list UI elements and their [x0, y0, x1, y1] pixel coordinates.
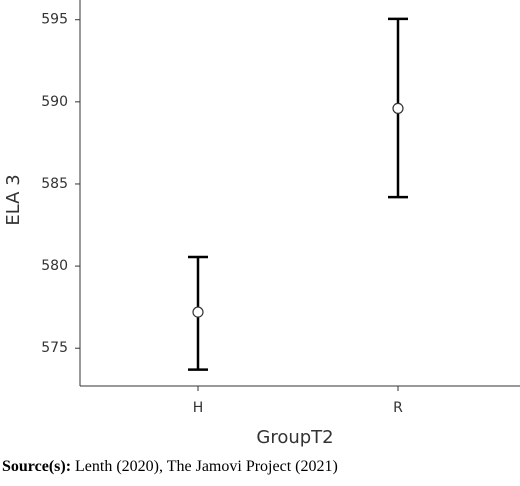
chart: GroupT2 ELA 3 575 580 585 590 595 H R — [3, 0, 520, 448]
x-tick-label: R — [393, 400, 403, 416]
point — [392, 102, 404, 115]
y-axis-title: ELA 3 — [3, 174, 24, 225]
caption-text: Lenth (2020), The Jamovi Project (2021) — [75, 458, 338, 475]
caption: Source(s): Lenth (2020), The Jamovi Proj… — [2, 458, 338, 476]
y-tick-label: 590 — [41, 94, 68, 110]
caption-label: Source(s): — [2, 458, 72, 475]
x-axis-title: GroupT2 — [256, 427, 333, 448]
y-tick-label: 575 — [41, 340, 68, 356]
point — [192, 306, 204, 318]
y-tick-label: 595 — [41, 12, 68, 28]
y-tick-label: 585 — [41, 176, 68, 192]
y-tick-label: 580 — [41, 258, 68, 274]
x-tick-label: H — [193, 400, 204, 416]
